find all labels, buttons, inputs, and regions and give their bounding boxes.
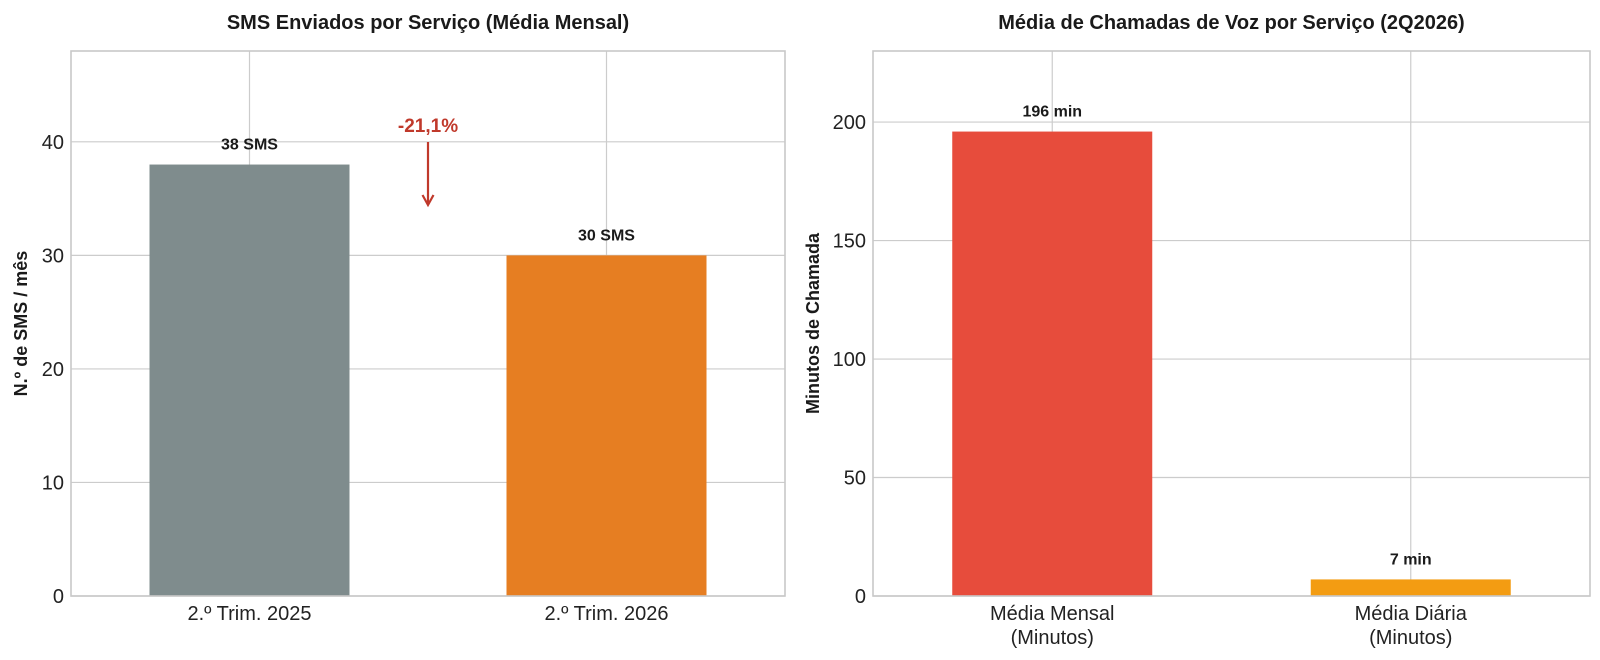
y-tick-label: 0 — [53, 586, 64, 608]
x-tick-label: 2.º Trim. 2026 — [544, 603, 668, 625]
bar — [506, 255, 707, 596]
y-tick-label: 150 — [833, 231, 866, 253]
y-tick-label: 100 — [833, 349, 866, 371]
chart-title: SMS Enviados por Serviço (Média Mensal) — [227, 12, 629, 34]
x-tick-label-line: 2.º Trim. 2025 — [187, 603, 311, 625]
x-tick-label-line: (Minutos) — [1369, 627, 1452, 649]
x-tick-label-line: Média Diária — [1355, 603, 1468, 625]
y-tick-label: 40 — [42, 132, 64, 154]
annotation-arrow-head — [421, 194, 435, 208]
x-tick-label-line: (Minutos) — [1011, 627, 1094, 649]
y-axis-label: N.º de SMS / mês — [11, 251, 31, 397]
plot-frame — [872, 50, 1591, 597]
y-axis-label: Minutos de Chamada — [803, 232, 823, 414]
plot-frame — [70, 50, 786, 597]
bar — [1310, 579, 1511, 596]
change-annotation: -21,1% — [398, 116, 458, 137]
x-tick-label: 2.º Trim. 2025 — [187, 603, 311, 625]
bar — [952, 131, 1153, 596]
bar-value-label: 38 SMS — [221, 137, 278, 154]
bar-value-label: 196 min — [1022, 104, 1082, 121]
x-tick-label: Média Diária (Minutos) — [1355, 603, 1468, 649]
bar — [149, 164, 350, 596]
y-tick-label: 30 — [42, 245, 64, 267]
bar-value-label: 30 SMS — [578, 227, 635, 244]
y-tick-label: 10 — [42, 472, 64, 494]
y-tick-label: 20 — [42, 359, 64, 381]
y-tick-label: 0 — [855, 586, 866, 608]
x-tick-label-line: Média Mensal — [990, 603, 1115, 625]
x-tick-label-line: 2.º Trim. 2026 — [544, 603, 668, 625]
y-tick-label: 50 — [844, 468, 866, 490]
chart-title: Média de Chamadas de Voz por Serviço (2Q… — [998, 12, 1464, 34]
bar-value-label: 7 min — [1390, 551, 1432, 568]
y-tick-label: 200 — [833, 112, 866, 134]
chart-panel-1: 0 10 20 30 40 38 SMS 30 SMS 2.º Trim. 2025 2.º T… — [11, 12, 786, 625]
x-tick-label: Média Mensal (Minutos) — [990, 603, 1115, 649]
